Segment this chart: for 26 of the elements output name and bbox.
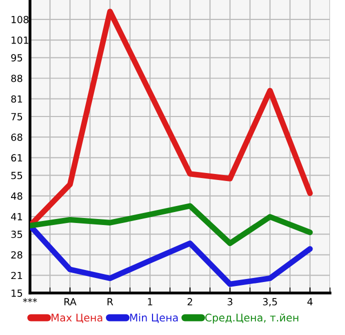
y-tick-label: 88 — [11, 74, 22, 82]
y-tick-label: 15 — [12, 290, 22, 297]
y-tick-label: 21 — [11, 272, 22, 280]
y-tick-label: 48 — [11, 192, 22, 200]
x-tick-label: RA — [64, 298, 76, 306]
x-tick-label: 3,5 — [263, 298, 277, 306]
y-tick-label: 95 — [11, 54, 22, 62]
y-tick-label: 68 — [11, 134, 22, 141]
x-tick-label: 3 — [228, 298, 232, 306]
y-tick-label: 61 — [11, 154, 22, 162]
x-tick-label: R — [108, 298, 114, 306]
y-tick-label: 41 — [11, 213, 22, 220]
x-tick-label: 4 — [307, 298, 313, 306]
x-tick-label: *** — [23, 298, 37, 302]
y-tick-label: 28 — [11, 251, 22, 259]
legend-label: Min Цена — [130, 313, 178, 324]
y-tick-label: 35 — [11, 230, 22, 238]
y-tick-label: 75 — [11, 113, 22, 120]
y-tick-label: 55 — [11, 172, 22, 180]
legend-label: Max Цена — [52, 314, 102, 324]
y-tick-label: 101 — [12, 36, 28, 44]
y-tick-label: 108 — [12, 16, 28, 24]
legend-label: Сред.Цена, т.йен — [205, 314, 298, 324]
x-tick-label: 2 — [188, 298, 192, 306]
x-tick-label: 1 — [148, 298, 152, 306]
y-tick-label: 81 — [11, 95, 22, 103]
